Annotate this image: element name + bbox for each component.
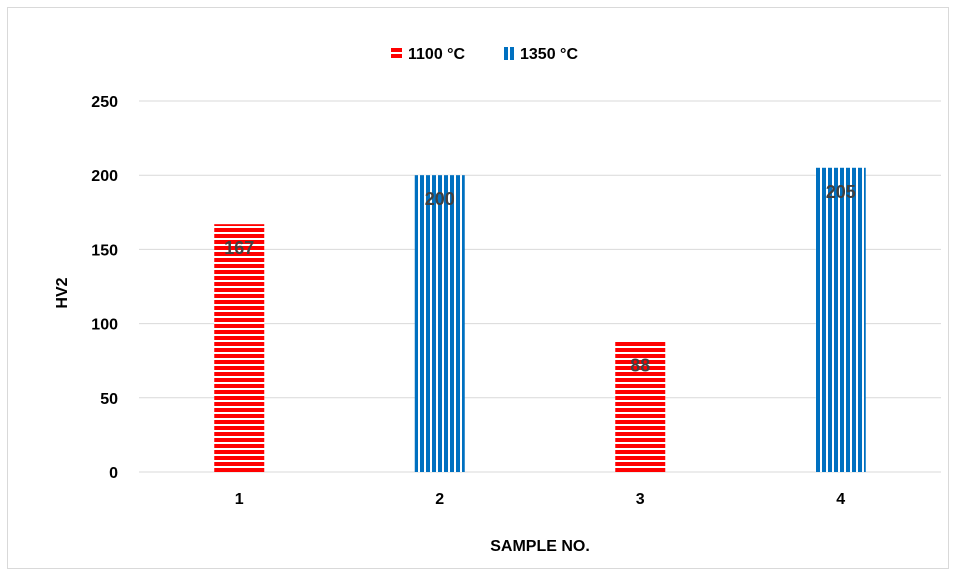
x-axis-ticks: 1 2 3 4 bbox=[235, 491, 846, 508]
x-axis-title: SAMPLE NO. bbox=[490, 538, 590, 555]
x-tick-label: 4 bbox=[836, 491, 845, 508]
legend-swatch-1100 bbox=[391, 47, 402, 60]
data-label: 167 bbox=[224, 238, 254, 258]
x-tick-label: 1 bbox=[235, 491, 244, 508]
y-tick-label: 50 bbox=[100, 391, 118, 408]
bar-sample-1 bbox=[214, 224, 265, 472]
y-axis-title: HV2 bbox=[54, 277, 71, 308]
bar-sample-3 bbox=[615, 341, 666, 472]
legend-label-1100: 1100 °C bbox=[408, 46, 466, 63]
data-label: 88 bbox=[630, 355, 650, 375]
legend-label-1350: 1350 °C bbox=[520, 46, 578, 63]
y-tick-label: 200 bbox=[91, 168, 118, 185]
legend: 1100 °C 1350 °C bbox=[391, 46, 578, 63]
data-labels: 167 200 88 205 bbox=[224, 182, 856, 376]
legend-swatch-1350 bbox=[503, 47, 514, 60]
gridlines bbox=[139, 100, 941, 473]
y-axis-ticks: 0 50 100 150 200 250 bbox=[91, 94, 118, 482]
y-tick-label: 100 bbox=[91, 317, 118, 334]
x-tick-label: 2 bbox=[435, 491, 444, 508]
y-tick-label: 250 bbox=[91, 94, 118, 111]
y-tick-label: 150 bbox=[91, 242, 118, 259]
data-label: 200 bbox=[425, 189, 455, 209]
bar-sample-2 bbox=[414, 175, 465, 472]
bar-sample-4 bbox=[815, 167, 866, 472]
y-tick-label: 0 bbox=[109, 465, 118, 482]
data-label: 205 bbox=[826, 182, 856, 202]
bars bbox=[214, 167, 866, 472]
x-tick-label: 3 bbox=[636, 491, 645, 508]
